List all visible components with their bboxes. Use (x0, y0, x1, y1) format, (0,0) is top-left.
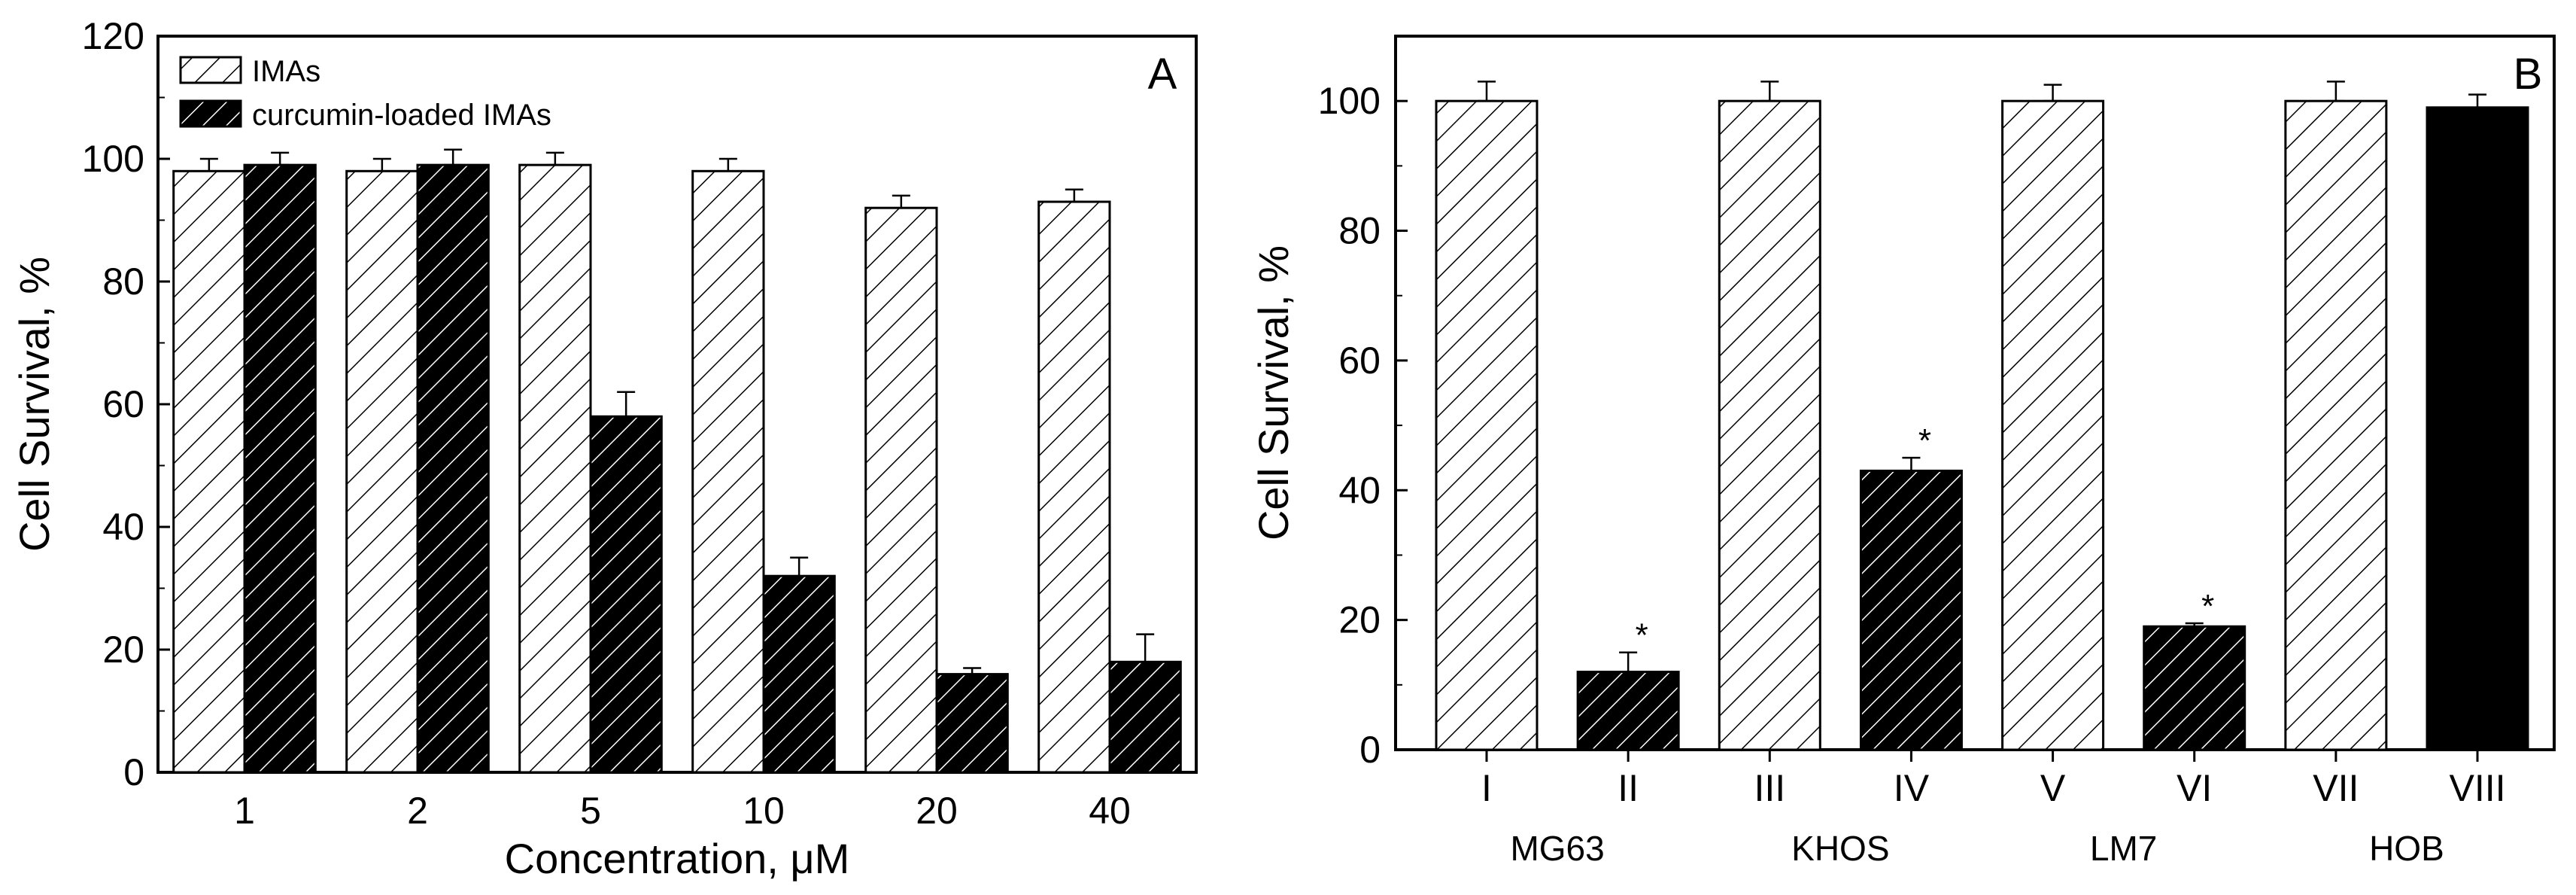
legend-label-imas: IMAs (252, 55, 320, 88)
panel-b-group-label: KHOS (1791, 829, 1889, 868)
panel-a-error-bar (372, 157, 391, 172)
panel-a-bar-imas (518, 163, 592, 774)
panel-a-y-axis: 0 20 40 60 80 100 120 (82, 15, 170, 793)
panel-b-ytick-label: 100 (1318, 80, 1381, 122)
panel-a-ytick-label: 100 (82, 138, 144, 180)
panel-a-ytick-label: 60 (102, 383, 144, 425)
panel-a-x-axis: 1 2 5 10 20 40 (234, 760, 1131, 832)
panel-b-bars: * * * (1435, 81, 2529, 751)
panel-b-group-label: HOB (2369, 829, 2444, 868)
legend-label-curcumin-imas: curcumin-loaded IMAs (252, 99, 551, 132)
panel-a-error-bar (1136, 633, 1155, 663)
panel-a-xtick-label: 20 (916, 790, 958, 832)
panel-b-significance-star: * (1918, 422, 1931, 459)
panel-b-error-bar (2326, 81, 2345, 102)
panel-b-error-bar (1760, 81, 1779, 102)
panel-a-xtick-label: 1 (234, 790, 255, 832)
panel-a-bar-curcumin-imas (416, 163, 490, 774)
panel-a-bar-curcumin-imas (1108, 660, 1182, 774)
legend-swatch-imas (179, 56, 242, 84)
panel-b-xtick-label: III (1754, 767, 1785, 809)
panel-b-bar-viii (2426, 106, 2529, 751)
panel-a-bar-imas (172, 169, 246, 774)
panel-a-error-bar (1065, 188, 1083, 203)
panel-b-xtick-label: II (1618, 767, 1639, 809)
panel-a-error-bar (271, 151, 290, 166)
panel-a-xtick-label: 10 (743, 790, 785, 832)
panel-b-ytick-label: 0 (1359, 729, 1381, 771)
panel-a-ytick-label: 0 (123, 751, 144, 793)
panel-b-group-label: LM7 (2090, 829, 2157, 868)
panel-b-xtick-label: VIII (2449, 767, 2505, 809)
panel-a-bar-imas (345, 169, 419, 774)
panel-a-bar-curcumin-imas (935, 673, 1009, 774)
panel-a-error-bar (718, 157, 737, 172)
panel-b-error-bar (2185, 622, 2204, 628)
legend-swatch-curcumin-imas (179, 99, 242, 128)
panel-b-ytick-label: 40 (1338, 469, 1381, 511)
panel-a-ytick-label: 20 (102, 629, 144, 671)
panel-a-error-bar (617, 391, 636, 418)
panel-a-bar-curcumin-imas (589, 415, 663, 774)
panel-b-bar-v (2001, 99, 2105, 751)
panel-b-group-labels: MG63 KHOS LM7 HOB (1510, 829, 2444, 868)
panel-a-ytick-label: 120 (82, 15, 144, 57)
panel-b-letter: B (2514, 50, 2543, 99)
panel-a-error-bar (444, 148, 463, 166)
panel-b-xtick-label: VI (2177, 767, 2212, 809)
panel-b-error-bar (2468, 93, 2486, 109)
panel-b-x-axis: I II III IV V VI VII VIII (1481, 750, 2506, 809)
panel-a-error-bar (545, 151, 564, 166)
panel-a-error-bar (199, 157, 218, 172)
panel-b-bar-vii (2284, 99, 2388, 751)
panel-b-bar-vi (2143, 625, 2246, 751)
panel-a-xtick-label: 2 (407, 790, 428, 832)
panel-b-bar-iii (1718, 99, 1821, 751)
panel-a-bar-imas (1037, 200, 1111, 774)
panel-a-error-bar (790, 556, 809, 577)
panel-a-ytick-label: 80 (102, 260, 144, 303)
panel-a-legend: IMAs curcumin-loaded IMAs (179, 55, 551, 132)
panel-a-bar-curcumin-imas (762, 574, 836, 774)
panel-b-error-bar (1902, 456, 1921, 472)
panel-b-error-bar (1619, 651, 1638, 673)
panel-b-ytick-label: 20 (1338, 599, 1381, 641)
panel-a-xtick-label: 40 (1089, 790, 1131, 832)
panel-a-xlabel: Concentration, μM (505, 835, 850, 882)
panel-b-plot-frame (1394, 35, 2556, 751)
panel-b-bar-i (1435, 99, 1539, 751)
panel-b-group-label: MG63 (1510, 829, 1604, 868)
panel-b-y-axis: 0 20 40 60 80 100 (1318, 80, 1408, 771)
panel-b-error-bar (1478, 81, 1496, 102)
panel-b-significance-star: * (1636, 617, 1648, 654)
panel-b-ylabel: Cell Survival, % (1250, 245, 1297, 540)
panel-b-error-bar (2043, 84, 2062, 102)
panel-b-ytick-label: 80 (1338, 210, 1381, 252)
panel-a-bar-imas (691, 169, 765, 774)
panel-b-xtick-label: IV (1894, 767, 1930, 809)
panel-a: 0 20 40 60 80 100 120 1 2 5 10 20 40 Cell Survival,… (11, 15, 1198, 882)
panel-a-letter: A (1148, 50, 1177, 99)
panel-b-significance-star: * (2201, 588, 2214, 625)
panel-a-error-bar (892, 194, 910, 209)
panel-b-bar-iv (1859, 469, 1963, 751)
panel-a-xtick-label: 5 (580, 790, 601, 832)
panel-b-xtick-label: VII (2313, 767, 2359, 809)
panel-a-bar-imas (864, 206, 938, 774)
panel-b-xtick-label: V (2040, 767, 2066, 809)
panel-b-bar-ii (1576, 671, 1680, 751)
panel-a-error-bar (963, 667, 982, 675)
panel-a-bar-curcumin-imas (243, 163, 317, 774)
panel-b-xtick-label: I (1481, 767, 1492, 809)
panel-a-ylabel: Cell Survival, % (11, 257, 58, 552)
panel-a-bars (172, 148, 1182, 774)
panel-b-ytick-label: 60 (1338, 339, 1381, 382)
panel-a-ytick-label: 40 (102, 506, 144, 548)
